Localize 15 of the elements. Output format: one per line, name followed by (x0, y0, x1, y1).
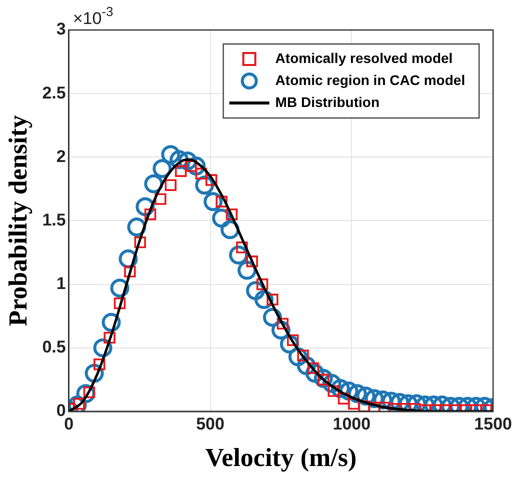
legend-label: Atomically resolved model (275, 50, 453, 66)
x-tick-label: 500 (196, 414, 224, 434)
legend-label: Atomic region in CAC model (275, 72, 466, 88)
y-tick-label: 1 (56, 274, 66, 293)
x-tick-label: 1500 (474, 414, 512, 434)
y-tick-label: 1.5 (42, 210, 66, 230)
y-axis-title: Probability density (3, 115, 32, 326)
y-tick-label: 3 (56, 20, 66, 39)
y-tick-label: 2.5 (42, 83, 66, 102)
legend-label: MB Distribution (275, 94, 380, 110)
y-tick-label: 2 (56, 146, 66, 166)
y-tick-label: 0 (56, 401, 66, 420)
y-tick-label: 0.5 (42, 338, 66, 357)
x-tick-label: 1000 (332, 414, 371, 434)
x-axis-title: Velocity (m/s) (205, 443, 357, 472)
